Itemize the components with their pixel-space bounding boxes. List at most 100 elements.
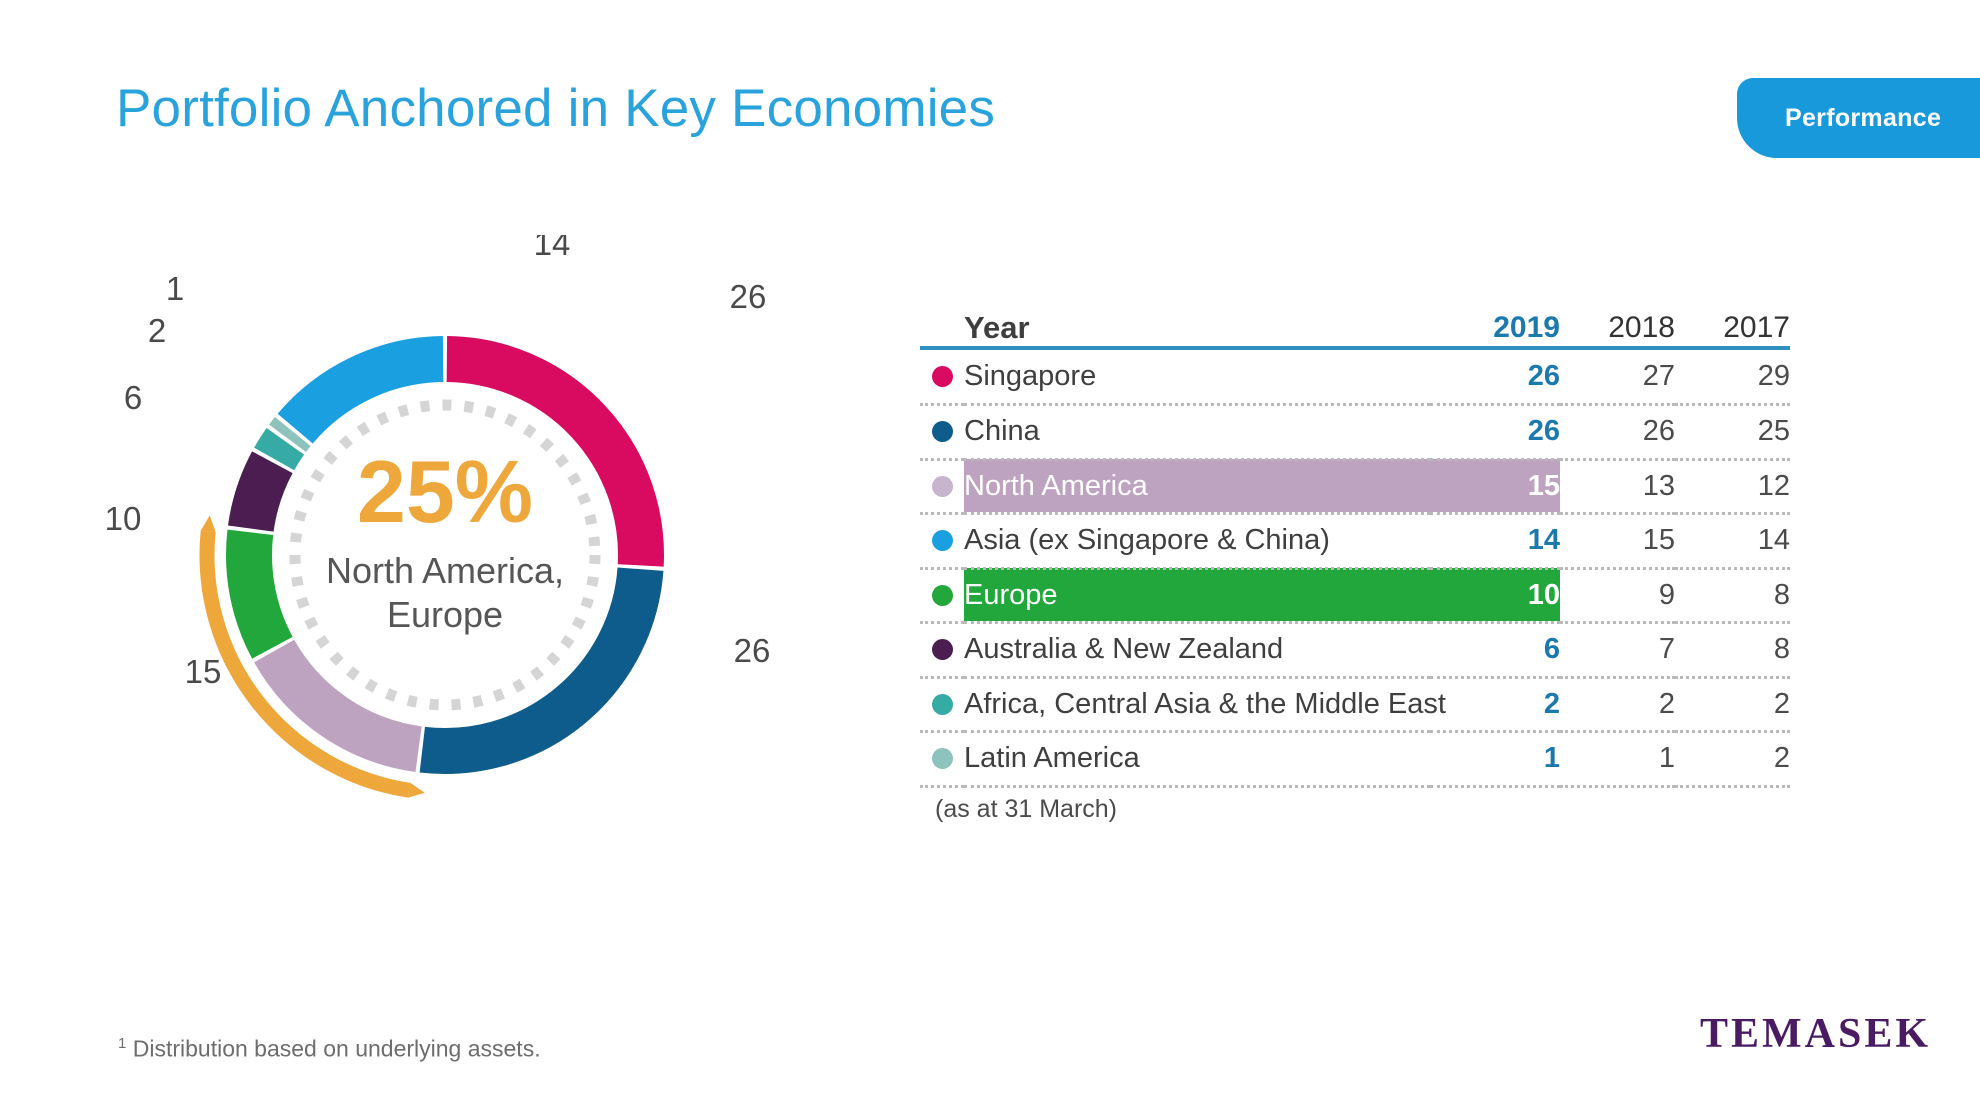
- row-value-2017: 2: [1773, 687, 1790, 720]
- row-value-2019: 2: [1543, 687, 1560, 720]
- temasek-logo: TEMASEK: [1700, 1011, 1932, 1057]
- table-header-row: Year 2019 2018 2017: [920, 310, 1790, 346]
- row-value-2018: 2: [1658, 687, 1675, 720]
- row-value-2019: 15: [1430, 459, 1560, 512]
- table-row[interactable]: Asia (ex Singapore & China) 14 15 14: [920, 514, 1790, 567]
- tab-performance[interactable]: Performance: [1737, 78, 1980, 158]
- highlight-arc-end-cap: [200, 515, 216, 533]
- row-value-2018: 1: [1658, 742, 1675, 775]
- row-label: China: [964, 415, 1040, 448]
- row-value-2019: 10: [1430, 568, 1560, 621]
- header-underline: [920, 346, 1790, 350]
- donut-segments: [226, 336, 664, 774]
- legend-dot-icon: [931, 366, 953, 387]
- row-color-dot-cell: [920, 459, 964, 512]
- legend-dot-icon: [931, 421, 953, 443]
- page-title: Portfolio Anchored in Key Economies: [116, 79, 996, 138]
- legend-dot-icon: [931, 639, 953, 661]
- donut-label-africa: 2: [148, 312, 166, 349]
- donut-label-north-america: 15: [185, 653, 222, 690]
- donut-segment-singapore: [446, 336, 664, 567]
- row-color-dot-cell: [920, 732, 964, 785]
- table-row[interactable]: China 26 26 25: [920, 405, 1790, 458]
- table-row[interactable]: Latin America 1 1 2: [920, 732, 1790, 785]
- row-value-2018: 13: [1642, 469, 1675, 502]
- row-label: North America: [964, 459, 1430, 512]
- donut-label-singapore: 26: [730, 278, 767, 315]
- row-label: Australia & New Zealand: [964, 633, 1284, 666]
- tab-performance-label: Performance: [1785, 103, 1942, 132]
- column-header-year: Year: [964, 310, 1030, 345]
- row-value-2017: 14: [1757, 524, 1790, 557]
- donut-segment-china: [419, 567, 664, 774]
- footnote-marker: 1: [118, 1035, 127, 1052]
- row-value-2017: 2: [1773, 742, 1790, 775]
- table-row-highlighted[interactable]: North America 15 13 12: [920, 459, 1790, 512]
- donut-segment-north-america: [254, 639, 423, 772]
- column-header-2019: 2019: [1493, 311, 1560, 344]
- row-label: Singapore: [964, 360, 1097, 392]
- row-value-2019: 14: [1527, 524, 1560, 557]
- donut-segment-africa: [254, 427, 305, 471]
- highlight-arc-path: [199, 530, 411, 798]
- table-row-highlighted[interactable]: Europe 10 9 8: [920, 568, 1790, 621]
- column-header-2018: 2018: [1608, 311, 1675, 344]
- footnote-text: Distribution based on underlying assets.: [132, 1035, 541, 1062]
- row-value-2017: 8: [1773, 578, 1790, 611]
- row-value-2018: 9: [1658, 578, 1675, 611]
- row-separator: [920, 620, 1790, 624]
- row-label: Africa, Central Asia & the Middle East: [964, 687, 1446, 720]
- legend-dot-icon: [931, 748, 953, 770]
- row-color-dot-cell: [920, 623, 964, 676]
- row-value-2017: 12: [1757, 469, 1790, 502]
- donut-chart: 25% North America, Europe 14 26 26 15 10…: [100, 225, 790, 875]
- row-color-dot-cell: [920, 677, 964, 730]
- row-separator: [920, 674, 1790, 679]
- row-label: Europe: [964, 568, 1430, 621]
- row-value-2017: 29: [1757, 360, 1790, 392]
- row-value-2019: 6: [1543, 633, 1560, 666]
- donut-label-latin-america: 1: [166, 270, 184, 307]
- table-row[interactable]: Australia & New Zealand 6 7 8: [920, 623, 1790, 676]
- row-separator: [920, 565, 1790, 570]
- row-separator: [920, 511, 1790, 515]
- highlight-arc-start-cap: [407, 782, 425, 798]
- table-row[interactable]: Africa, Central Asia & the Middle East 2…: [920, 677, 1790, 730]
- row-value-2017: 8: [1773, 633, 1790, 666]
- donut-label-europe: 10: [105, 500, 142, 537]
- donut-label-australia-nz: 6: [124, 379, 142, 416]
- donut-segment-latin-america: [269, 417, 311, 453]
- donut-label-asia: 14: [534, 235, 571, 262]
- donut-segment-asia: [277, 336, 444, 444]
- legend-dot-icon: [931, 475, 953, 497]
- row-separator: [920, 783, 1790, 788]
- donut-segment-australia-nz: [228, 451, 293, 533]
- row-value-2019: 1: [1543, 742, 1560, 775]
- table-row[interactable]: Singapore 26 27 29: [920, 350, 1790, 403]
- legend-dot-icon: [931, 584, 953, 606]
- donut-label-china: 26: [734, 632, 771, 669]
- table-note: (as at 31 March): [935, 795, 1118, 823]
- row-color-dot-cell: [920, 568, 964, 621]
- row-label: Asia (ex Singapore & China): [964, 524, 1330, 557]
- legend-dot-icon: [931, 530, 953, 552]
- inner-dotted-ring: [289, 399, 601, 711]
- row-color-dot-cell: [920, 405, 964, 458]
- donut-highlight-arc: [199, 515, 425, 798]
- row-value-2018: 15: [1642, 524, 1675, 557]
- row-value-2018: 7: [1658, 633, 1675, 666]
- row-value-2019: 26: [1527, 360, 1560, 392]
- legend-dot-icon: [931, 693, 953, 715]
- donut-center-label-line1: North America,: [326, 550, 564, 591]
- donut-center-label-line2: Europe: [387, 594, 503, 635]
- donut-chart-svg: 25% North America, Europe 14 26 26 15 10…: [105, 225, 771, 798]
- portfolio-table: Year 2019 2018 2017 Singapore 26 27 29: [920, 310, 1790, 788]
- row-separator: [920, 729, 1790, 733]
- footnote: 1 Distribution based on underlying asset…: [118, 1035, 541, 1063]
- table-body: Singapore 26 27 29 China 26 26 25: [920, 350, 1790, 788]
- row-value-2018: 27: [1642, 360, 1675, 392]
- row-value-2017: 25: [1757, 415, 1790, 448]
- column-header-2017: 2017: [1723, 311, 1790, 344]
- row-separator: [920, 456, 1790, 461]
- row-label: Latin America: [964, 742, 1140, 775]
